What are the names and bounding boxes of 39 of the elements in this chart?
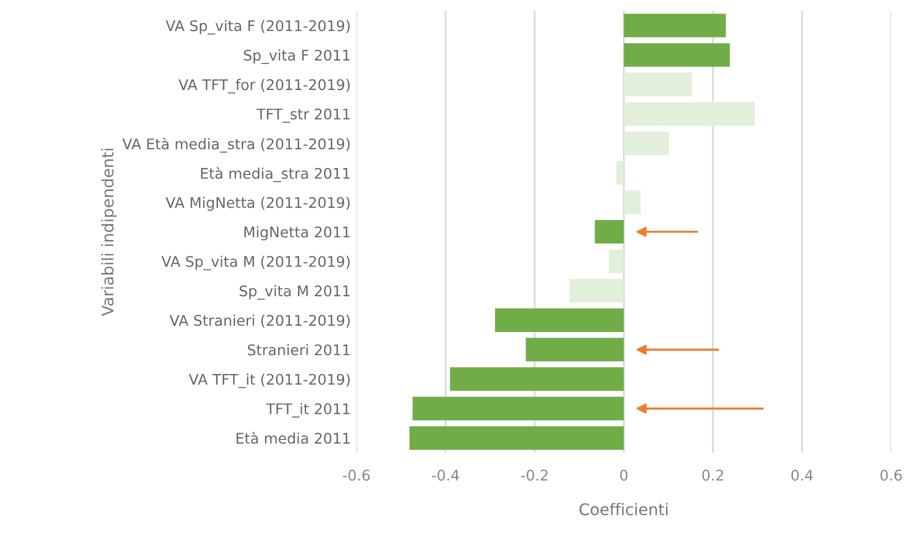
y-tick-label: VA Età media_stra (2011-2019) <box>122 138 350 153</box>
bar <box>624 102 755 126</box>
x-tick-label: 0.6 <box>880 470 902 481</box>
y-tick-label: Sp_vita M 2011 <box>240 285 350 300</box>
y-tick-label: VA MigNetta (2011-2019) <box>166 196 350 211</box>
bar <box>450 367 624 391</box>
y-tick-label: Età media 2011 <box>236 432 350 444</box>
bar <box>624 72 692 96</box>
x-tick-label: 0 <box>620 470 628 481</box>
x-tick-label: -0.6 <box>342 470 370 481</box>
y-tick-label: TFT_str 2011 <box>256 108 350 123</box>
bar <box>594 220 624 244</box>
y-tick-label: VA TFT_for (2011-2019) <box>178 78 350 94</box>
bar <box>624 14 726 38</box>
y-tick-label: VA Stranieri (2011-2019) <box>170 314 350 328</box>
y-tick-label: Sp_vita F 2011 <box>244 49 350 64</box>
y-tick-label: MigNetta 2011 <box>244 226 350 240</box>
bar <box>409 426 624 450</box>
x-tick-label: 0.4 <box>791 470 813 481</box>
y-axis-title: Variabili indipendenti <box>101 148 117 316</box>
x-tick-label: -0.4 <box>432 470 459 481</box>
bar <box>495 308 624 332</box>
x-axis-title: Coefficienti <box>580 502 668 516</box>
bar <box>526 338 624 362</box>
bar <box>624 132 669 156</box>
bar <box>412 396 624 420</box>
bar <box>624 190 641 214</box>
x-tick-label: 0.2 <box>702 470 724 481</box>
bar <box>616 161 624 185</box>
y-tick-label: VA Sp_vita M (2011-2019) <box>161 256 350 270</box>
x-tick-label: -0.2 <box>521 470 548 481</box>
y-tick-label: Età media_stra 2011 <box>201 167 350 182</box>
bar <box>609 249 624 274</box>
y-tick-label: TFT_it 2011 <box>266 403 350 418</box>
y-tick-label: VA Sp_vita F (2011-2019) <box>166 20 350 34</box>
y-tick-label: VA TFT_it (2011-2019) <box>188 374 350 388</box>
y-tick-label: Stranieri 2011 <box>248 344 350 356</box>
bar <box>569 278 624 302</box>
bar <box>624 43 730 67</box>
